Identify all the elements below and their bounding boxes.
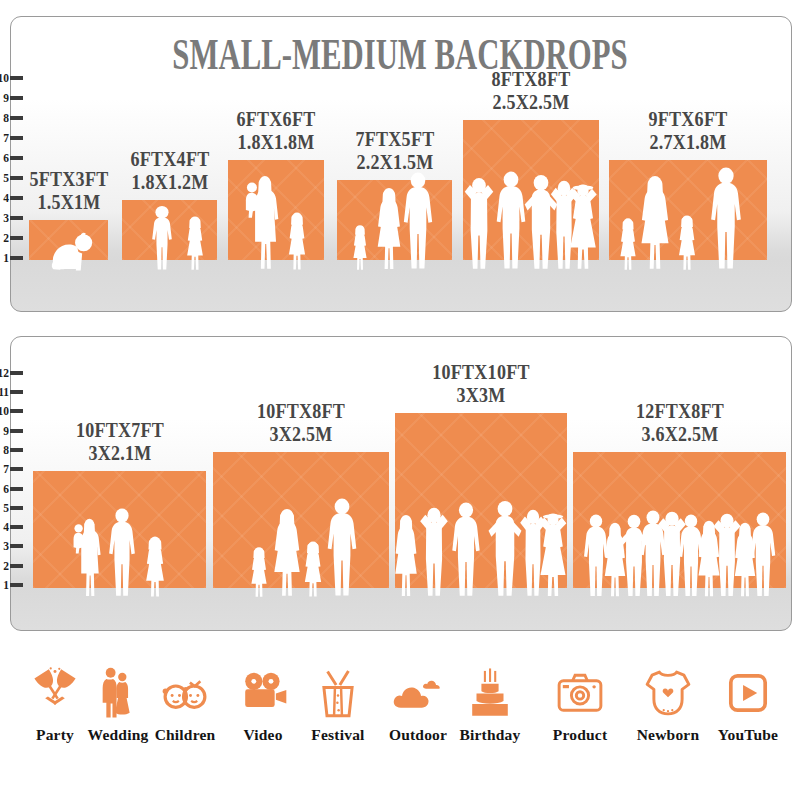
category-label: Video — [243, 726, 282, 744]
ruler-tick — [10, 583, 23, 587]
size-feet: 9FTX6FT — [589, 108, 787, 131]
size-meters: 3.6X2.5M — [581, 423, 779, 446]
size-meters: 3X2.1M — [21, 442, 219, 465]
ruler-tick — [10, 544, 23, 548]
category-label: YouTube — [718, 726, 778, 744]
backdrop-box — [609, 160, 767, 260]
youtube-icon — [721, 666, 775, 720]
ruler-tick — [10, 116, 23, 120]
ruler-number: 2 — [3, 231, 9, 245]
ruler-number: 3 — [3, 211, 9, 225]
category-label: Birthday — [459, 726, 520, 744]
ruler-number: 11 — [0, 385, 9, 399]
category-product: Product — [534, 666, 626, 744]
ruler-tick — [10, 96, 23, 100]
category-festival: Festival — [292, 666, 384, 744]
size-feet: 10FTX8FT — [202, 400, 400, 423]
ruler-number: 9 — [3, 91, 9, 105]
backdrop-size-label: 10FTX7FT3X2.1M — [21, 419, 219, 465]
ruler-number: 4 — [3, 520, 9, 534]
backdrop-box — [463, 120, 599, 260]
page-title: SMALL-MEDIUM BACKDROPS — [100, 29, 700, 80]
backdrop-size-label: 10FTX8FT3X2.5M — [202, 400, 400, 446]
ruler-tick — [10, 448, 23, 452]
ruler-number: 5 — [3, 171, 9, 185]
ruler-tick — [10, 136, 23, 140]
ruler-number: 7 — [3, 462, 9, 476]
ruler-number: 8 — [3, 443, 9, 457]
backdrop-box — [395, 413, 567, 588]
category-youtube: YouTube — [702, 666, 794, 744]
size-meters: 3X3M — [382, 384, 580, 407]
backdrop-box — [29, 220, 108, 260]
backdrop-size-chart: SMALL-MEDIUM BACKDROPS — [0, 0, 800, 800]
backdrop-size-label: 12FTX8FT3.6X2.5M — [581, 400, 779, 446]
ruler-tick — [10, 176, 23, 180]
category-label: Outdoor — [389, 726, 447, 744]
size-feet: 12FTX8FT — [581, 400, 779, 423]
outdoor-icon — [391, 666, 445, 720]
ruler-tick — [10, 429, 23, 433]
category-label: Festival — [311, 726, 364, 744]
ruler-tick — [10, 506, 23, 510]
ruler-number: 10 — [0, 71, 9, 85]
ruler-tick — [10, 564, 23, 568]
backdrop-box — [33, 471, 206, 588]
ruler-number: 3 — [3, 539, 9, 553]
ruler-number: 7 — [3, 131, 9, 145]
size-meters: 3X2.5M — [202, 423, 400, 446]
size-meters: 2.7X1.8M — [589, 131, 787, 154]
ruler-tick — [10, 467, 23, 471]
ruler-number: 8 — [3, 111, 9, 125]
ruler-tick — [10, 390, 23, 394]
backdrop-box — [228, 160, 324, 260]
backdrop-box — [122, 200, 217, 260]
ruler-number: 9 — [3, 424, 9, 438]
category-label: Product — [553, 726, 608, 744]
ruler-tick — [10, 256, 23, 260]
ruler-tick — [10, 371, 23, 375]
backdrop-size-label: 9FTX6FT2.7X1.8M — [589, 108, 787, 154]
video-icon — [236, 666, 290, 720]
category-label: Children — [155, 726, 216, 744]
ruler-number: 5 — [3, 501, 9, 515]
category-label: Party — [36, 726, 74, 744]
backdrop-size-label: 10FTX10FT3X3M — [382, 361, 580, 407]
festival-icon — [311, 666, 365, 720]
ruler-number: 1 — [3, 578, 9, 592]
product-icon — [553, 666, 607, 720]
backdrop-box — [337, 180, 452, 260]
ruler-number: 10 — [0, 404, 9, 418]
ruler-tick — [10, 216, 23, 220]
wedding-icon — [91, 666, 145, 720]
ruler-number: 6 — [3, 482, 9, 496]
ruler-tick — [10, 487, 23, 491]
backdrop-box — [573, 452, 786, 588]
category-newborn: Newborn — [622, 666, 714, 744]
ruler-tick — [10, 236, 23, 240]
backdrop-box — [213, 452, 389, 588]
ruler-number: 1 — [3, 251, 9, 265]
ruler-tick — [10, 525, 23, 529]
ruler-tick — [10, 76, 23, 80]
ruler-tick — [10, 156, 23, 160]
children-icon — [158, 666, 212, 720]
ruler-tick — [10, 196, 23, 200]
ruler-tick — [10, 409, 23, 413]
ruler-number: 4 — [3, 191, 9, 205]
category-label: Newborn — [637, 726, 700, 744]
category-birthday: Birthday — [444, 666, 536, 744]
birthday-icon — [463, 666, 517, 720]
ruler-number: 12 — [0, 366, 9, 380]
size-feet: 10FTX7FT — [21, 419, 219, 442]
size-feet: 10FTX10FT — [382, 361, 580, 384]
ruler-number: 2 — [3, 559, 9, 573]
newborn-icon — [641, 666, 695, 720]
ruler-number: 6 — [3, 151, 9, 165]
